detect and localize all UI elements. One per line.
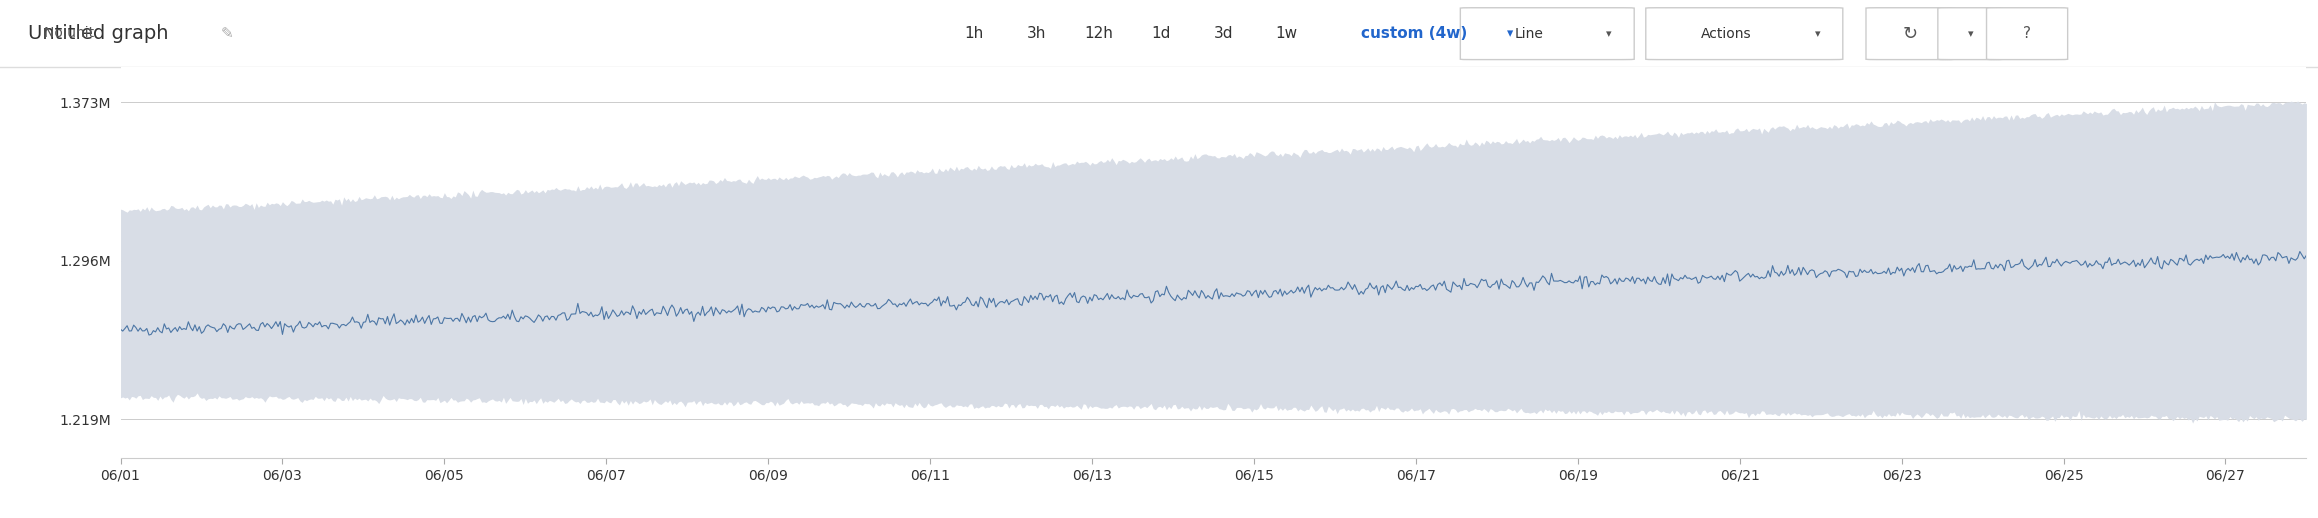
- Text: ▾: ▾: [1606, 28, 1611, 39]
- Text: 1h: 1h: [964, 26, 983, 41]
- Text: ?: ?: [2024, 26, 2031, 41]
- Text: ✎: ✎: [220, 26, 234, 41]
- Text: 3h: 3h: [1027, 26, 1045, 41]
- Text: 1w: 1w: [1275, 26, 1298, 41]
- Text: 3d: 3d: [1215, 26, 1233, 41]
- Text: ↻: ↻: [1903, 25, 1917, 42]
- FancyBboxPatch shape: [1460, 8, 1634, 60]
- Text: ▾: ▾: [1815, 28, 1820, 39]
- FancyBboxPatch shape: [1987, 8, 2068, 60]
- FancyBboxPatch shape: [1646, 8, 1843, 60]
- Text: Line: Line: [1514, 26, 1544, 41]
- FancyBboxPatch shape: [1866, 8, 1954, 60]
- Text: ▾: ▾: [1968, 28, 1973, 39]
- Text: custom (4w): custom (4w): [1361, 26, 1467, 41]
- Text: Untitled graph: Untitled graph: [28, 24, 169, 43]
- Text: No unit: No unit: [44, 26, 95, 40]
- Text: Actions: Actions: [1701, 26, 1750, 41]
- FancyBboxPatch shape: [1938, 8, 2003, 60]
- Text: 12h: 12h: [1085, 26, 1113, 41]
- Text: ▾: ▾: [1507, 27, 1514, 40]
- Text: 1d: 1d: [1152, 26, 1171, 41]
